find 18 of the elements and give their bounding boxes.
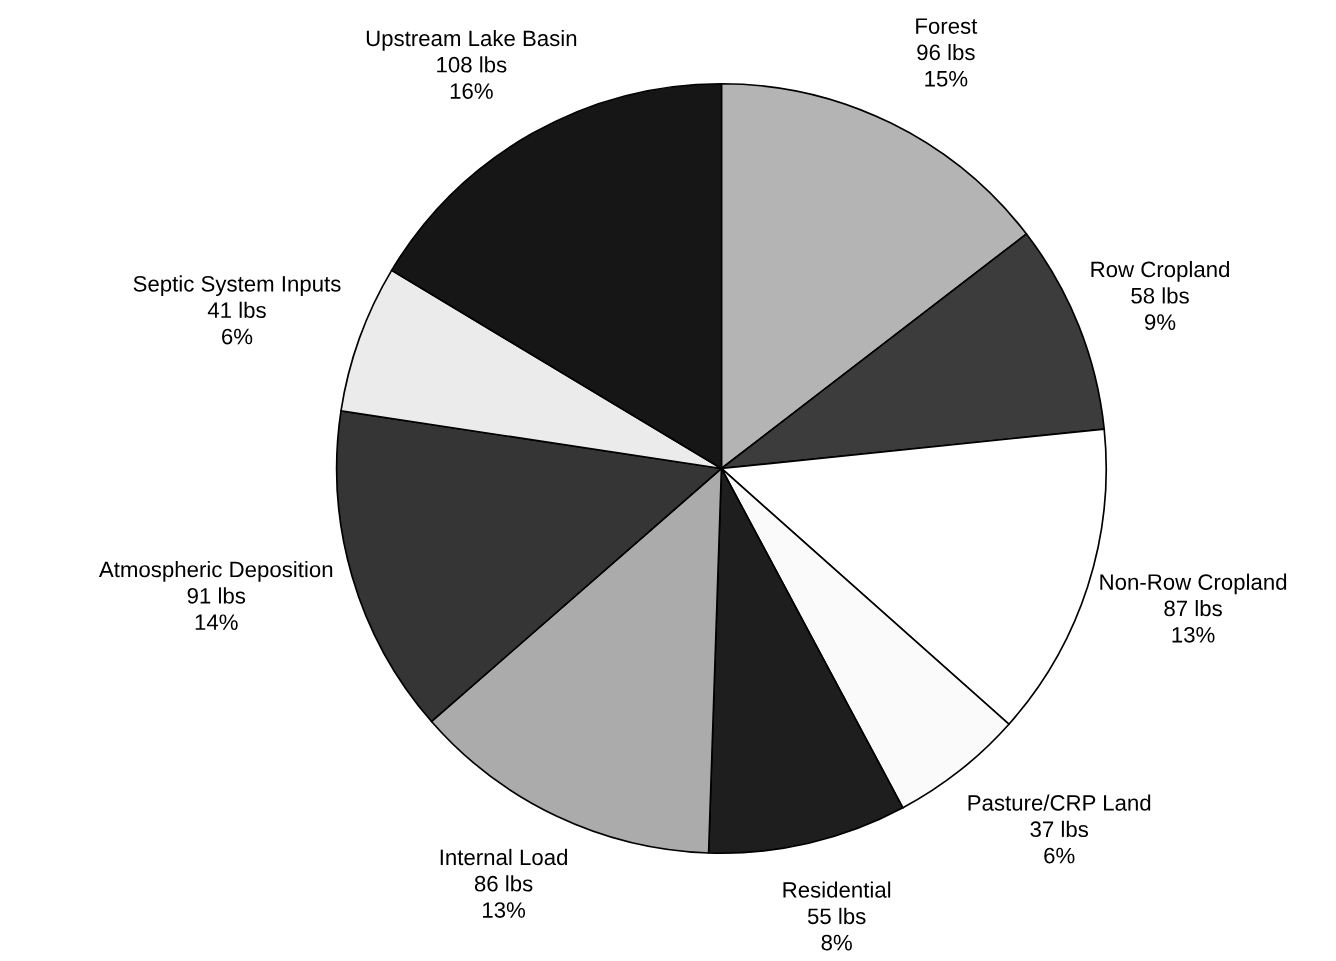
slice-label: Upstream Lake Basin (366, 29, 577, 51)
slice-label: Non-Row Cropland (1100, 573, 1287, 595)
slice-label: Pasture/CRP Land (968, 794, 1151, 811)
data-label: 41 lbs 6% (207, 301, 266, 345)
slice-label: Forest (916, 18, 978, 34)
slice-label: Residential (783, 881, 891, 898)
data-label: 37 lbs 6% (1030, 820, 1089, 864)
data-label: 58 lbs 9% (1131, 287, 1189, 330)
data-label: 55 lbs 8% (807, 907, 866, 951)
data-label: 91 lbs 14% (187, 587, 246, 630)
data-label: 87 lbs 13% (1164, 599, 1222, 643)
data-label: 108 lbs 16% (437, 56, 507, 99)
slice-label: Row Cropland (1091, 260, 1230, 282)
slice-label: Septic System Inputs (133, 275, 341, 297)
slice-label: Internal Load (440, 848, 568, 866)
data-label: 86 lbs 13% (474, 875, 533, 918)
slice-label: Atmospheric Deposition (98, 561, 333, 582)
data-label: 96 lbs 15% (917, 43, 975, 87)
